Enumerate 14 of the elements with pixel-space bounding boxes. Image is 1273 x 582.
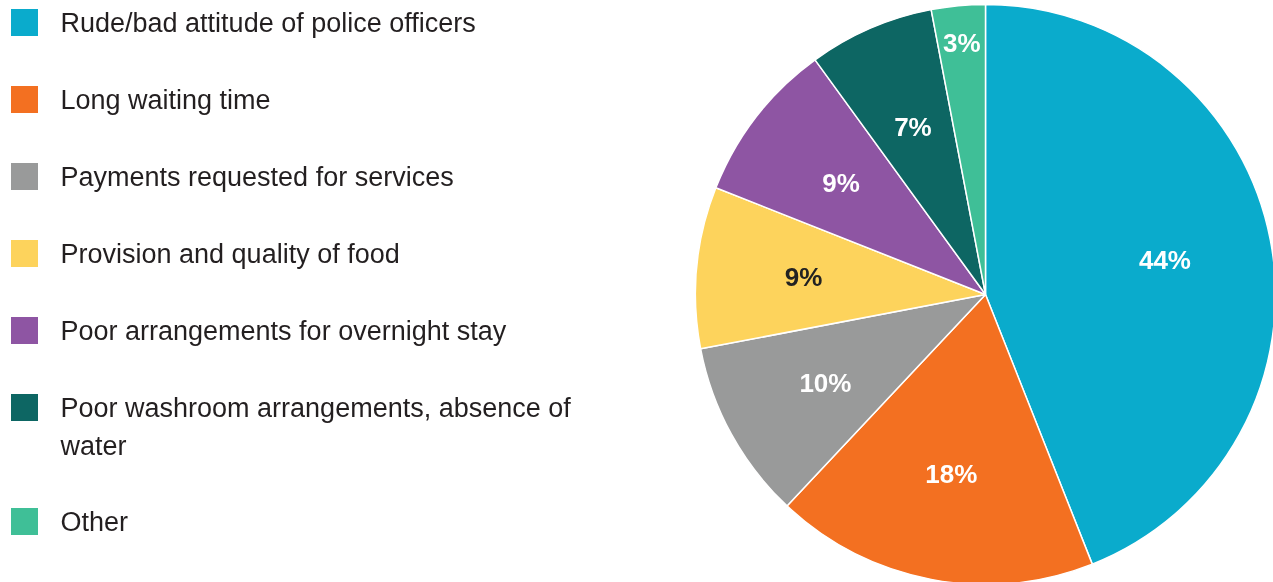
legend-label: Payments requested for services <box>60 161 454 192</box>
data-label: 18% <box>925 458 978 489</box>
data-label: 9% <box>822 167 860 198</box>
legend-label: Poor arrangements for overnight stay <box>60 315 507 346</box>
data-label: 3% <box>942 28 981 59</box>
legend-label: Provision and quality of food <box>60 238 400 269</box>
data-label: 9% <box>784 262 823 293</box>
data-label: 44% <box>1138 245 1191 276</box>
legend-label: Rude/bad attitude of police officers <box>60 7 476 38</box>
legend-label: Poor washroom arrangements, absence of water <box>59 392 572 461</box>
legend-label: Other <box>60 506 129 537</box>
legend-label: Long waiting time <box>60 84 271 115</box>
data-label: 10% <box>799 367 852 398</box>
data-label: 7% <box>894 111 932 142</box>
